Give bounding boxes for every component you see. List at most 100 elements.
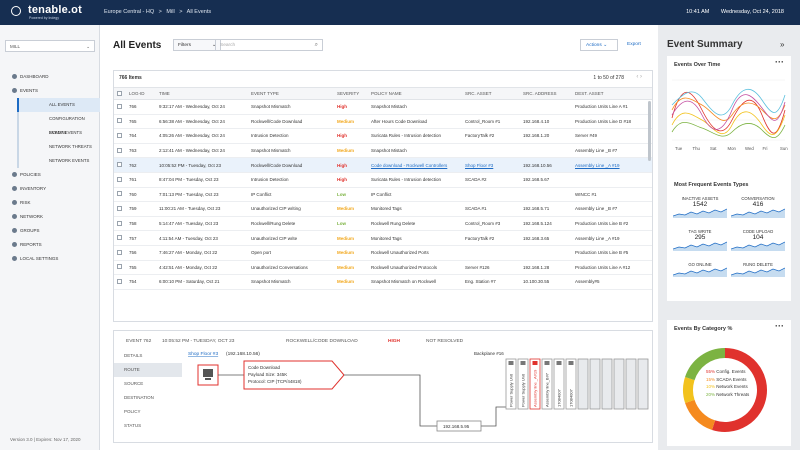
sidebar-item-network-threats[interactable]: Network Threats [17, 140, 100, 154]
backplane-module[interactable] [529, 358, 541, 410]
row-checkbox[interactable] [117, 162, 122, 168]
search-input[interactable]: Search ⌕ [215, 39, 323, 51]
col-event-type[interactable]: Event Type [248, 87, 334, 100]
row-checkbox[interactable] [117, 191, 122, 197]
row-checkbox[interactable] [117, 103, 122, 109]
sidebar-item-reports[interactable]: Reports [0, 238, 100, 252]
table-row[interactable]: 755 4:42:51 AM - Monday, Oct 22 Unauthoriz… [114, 260, 652, 276]
row-select[interactable] [114, 157, 126, 173]
export-button[interactable]: Export [627, 42, 641, 47]
row-select[interactable] [114, 260, 126, 276]
sidebar-item-groups[interactable]: Groups [0, 224, 100, 238]
actions-button[interactable]: Actions ⌄ [580, 39, 618, 51]
table-row[interactable]: 757 4:11:54 AM - Tuesday, Oct 23 Unauthori… [114, 230, 652, 246]
row-checkbox[interactable] [117, 205, 122, 211]
table-row[interactable]: 764 4:05:26 AM - Wednesday, Oct 24 Intrusi… [114, 128, 652, 144]
donut-slice[interactable] [685, 399, 716, 430]
col-log-id[interactable]: Log-ID [126, 87, 156, 100]
tab-source[interactable]: Source [124, 381, 144, 386]
tab-status[interactable]: Status [124, 423, 142, 428]
route-source-link[interactable]: Shop Floor #3 [188, 351, 218, 357]
pager-arrows[interactable]: ‹ › [636, 74, 642, 80]
sidebar-item-risk[interactable]: Risk [0, 196, 100, 210]
select-all-cell[interactable] [114, 87, 126, 100]
more-options-icon[interactable]: ··· [775, 321, 784, 331]
row-select[interactable] [114, 274, 126, 290]
col-dest-asset[interactable]: Dest. Asset [572, 87, 652, 100]
more-options-icon[interactable]: ··· [775, 57, 784, 67]
cell-policy-name[interactable]: Code download - Rockwell Controllers [368, 157, 462, 173]
filters-dropdown[interactable]: Filters ⌄ [173, 39, 221, 51]
table-row[interactable]: 760 7:01:13 PM - Tuesday, Oct 23 IP Confli… [114, 187, 652, 203]
event-type-spark[interactable]: Code Upload 104 [730, 229, 786, 255]
row-select[interactable] [114, 245, 126, 261]
site-selector[interactable]: MILL ⌄ [5, 40, 95, 52]
tab-destination[interactable]: Destination [124, 395, 154, 400]
row-checkbox[interactable] [117, 264, 122, 270]
tab-route[interactable]: Route [114, 363, 182, 377]
sidebar-item-scada-events[interactable]: SCADA Events [17, 126, 100, 140]
event-type-spark[interactable]: Tag Write 295 [672, 229, 728, 255]
row-checkbox[interactable] [117, 132, 122, 138]
tab-policy[interactable]: Policy [124, 409, 141, 414]
col-time[interactable]: Time [156, 87, 248, 100]
backplane-module[interactable] [565, 358, 577, 410]
event-type-spark[interactable]: Conversation 416 [730, 196, 786, 222]
row-select[interactable] [114, 187, 126, 203]
row-checkbox[interactable] [117, 147, 122, 153]
col-policy-name[interactable]: Policy Name [368, 87, 462, 100]
row-select[interactable] [114, 128, 126, 144]
event-type-spark[interactable]: Rung Delete [730, 262, 786, 288]
sidebar-item-policies[interactable]: Policies [0, 168, 100, 182]
donut-slice[interactable] [683, 377, 695, 403]
col-severity[interactable]: Severity [334, 87, 368, 100]
backplane-module[interactable] [541, 358, 553, 410]
cell-dest-asset[interactable]: Assembly Line _A #19 [572, 157, 652, 173]
sidebar-item-all-events[interactable]: All Events [17, 98, 100, 112]
col-src-asset[interactable]: Src. Asset [462, 87, 520, 100]
table-scrollbar[interactable] [648, 101, 651, 161]
table-row[interactable]: 765 6:56:38 AM - Wednesday, Oct 24 Rockwel… [114, 114, 652, 130]
sidebar-item-configuration-events[interactable]: Configuration Events [17, 112, 100, 135]
tab-details[interactable]: Details [124, 353, 143, 358]
donut-slice[interactable] [685, 348, 726, 381]
row-checkbox[interactable] [117, 235, 122, 241]
row-select[interactable] [114, 201, 126, 217]
row-select[interactable] [114, 99, 126, 115]
table-row[interactable]: 759 11:00:21 AM - Tuesday, Oct 23 Unauthor… [114, 201, 652, 217]
table-row[interactable]: 761 8:47:04 PM - Tuesday, Oct 23 Intrusion… [114, 172, 652, 188]
event-type-spark[interactable]: Go Online [672, 262, 728, 288]
donut-slice[interactable] [712, 348, 767, 432]
sidebar-item-inventory[interactable]: Inventory [0, 182, 100, 196]
table-row[interactable]: 756 7:46:27 AM - Monday, Oct 22 Open port M… [114, 245, 652, 261]
prev-page-icon[interactable]: ‹ [636, 74, 639, 80]
table-row[interactable]: 754 6:00:10 PM - Saturday, Oct 21 Snapshot… [114, 274, 652, 290]
breadcrumb-mill[interactable]: Mill [166, 9, 175, 15]
table-row[interactable]: 763 2:12:41 AM - Wednesday, Oct 24 Snapsho… [114, 143, 652, 159]
table-row[interactable]: 762 10:05:52 PM - Tuesday, Oct 23 Rockwell… [114, 157, 652, 173]
row-select[interactable] [114, 172, 126, 188]
backplane-module[interactable] [517, 358, 529, 410]
backplane-module[interactable] [553, 358, 565, 410]
select-all-checkbox[interactable] [117, 90, 122, 96]
table-row[interactable]: 766 9:32:17 AM - Wednesday, Oct 24 Snapsho… [114, 99, 652, 115]
row-checkbox[interactable] [117, 118, 122, 124]
row-checkbox[interactable] [117, 220, 122, 226]
logo[interactable]: tenable.ot [28, 4, 82, 16]
table-row[interactable]: 758 5:14:47 AM - Tuesday, Oct 23 Rockwell/… [114, 216, 652, 232]
row-select[interactable] [114, 230, 126, 246]
sidebar-item-network[interactable]: Network [0, 210, 100, 224]
collapse-panel-icon[interactable]: » [780, 40, 785, 49]
breadcrumb-site[interactable]: Europe Central - HQ [104, 9, 155, 15]
cell-src-asset[interactable]: Shop Floor #3 [462, 157, 520, 173]
row-checkbox[interactable] [117, 249, 122, 255]
search-icon[interactable]: ⌕ [314, 42, 318, 48]
backplane-module[interactable] [505, 358, 517, 410]
next-page-icon[interactable]: › [640, 74, 642, 80]
col-src-address[interactable]: Src. Address [520, 87, 572, 100]
sidebar-item-events[interactable]: Events [0, 84, 100, 98]
row-select[interactable] [114, 216, 126, 232]
sidebar-item-network-events[interactable]: Network Events [17, 154, 100, 168]
row-select[interactable] [114, 143, 126, 159]
sidebar-item-local-settings[interactable]: Local Settings [0, 252, 100, 266]
